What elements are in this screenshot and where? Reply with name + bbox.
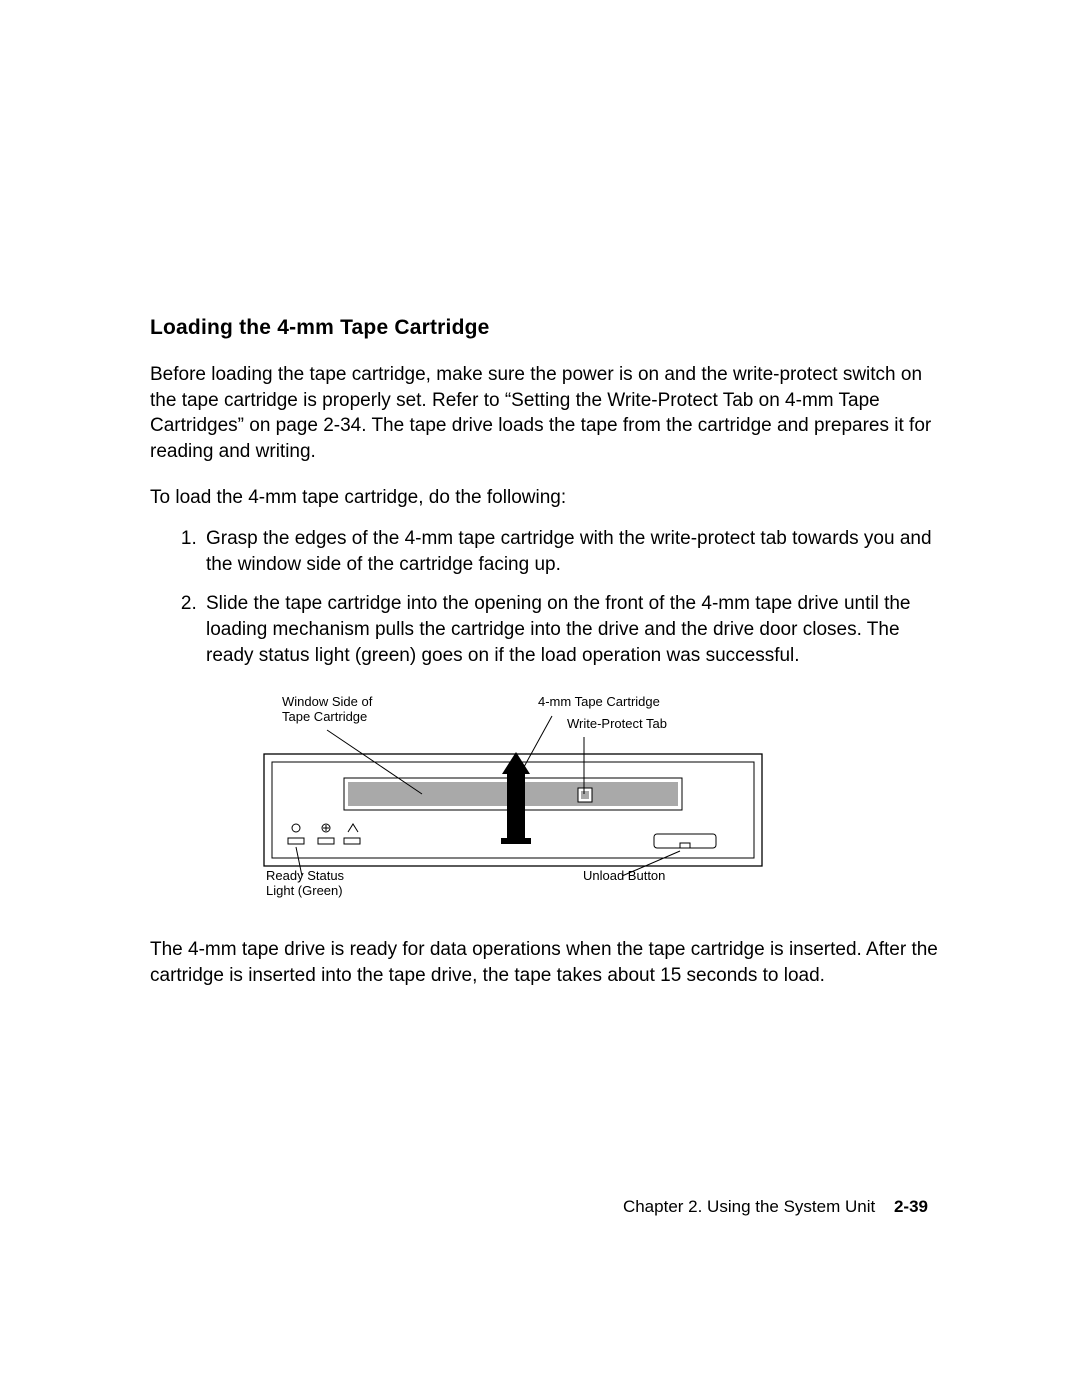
intro-paragraph: Before loading the tape cartridge, make … xyxy=(150,362,940,465)
lead-paragraph: To load the 4-mm tape cartridge, do the … xyxy=(150,485,940,511)
svg-text:Light (Green): Light (Green) xyxy=(266,883,343,898)
footer-chapter: Chapter 2. Using the System Unit xyxy=(623,1197,875,1216)
svg-text:4-mm Tape Cartridge: 4-mm Tape Cartridge xyxy=(538,694,660,709)
footer-page-number: 2-39 xyxy=(894,1197,928,1216)
svg-text:Tape Cartridge: Tape Cartridge xyxy=(282,709,367,724)
svg-text:Write-Protect Tab: Write-Protect Tab xyxy=(567,716,667,731)
step-item: Slide the tape cartridge into the openin… xyxy=(202,591,940,668)
steps-list: Grasp the edges of the 4-mm tape cartrid… xyxy=(150,526,940,668)
step-item: Grasp the edges of the 4-mm tape cartrid… xyxy=(202,526,940,577)
svg-text:Unload Button: Unload Button xyxy=(583,868,665,883)
closing-paragraph: The 4-mm tape drive is ready for data op… xyxy=(150,937,940,988)
section-heading: Loading the 4-mm Tape Cartridge xyxy=(150,316,940,340)
document-page: Loading the 4-mm Tape Cartridge Before l… xyxy=(0,0,1080,1397)
page-footer: Chapter 2. Using the System Unit 2-39 xyxy=(623,1197,928,1217)
svg-text:Window Side of: Window Side of xyxy=(282,694,373,709)
svg-text:Ready Status: Ready Status xyxy=(266,868,345,883)
tape-drive-figure: Window Side ofTape Cartridge 4-mm Tape Ca… xyxy=(262,694,940,911)
